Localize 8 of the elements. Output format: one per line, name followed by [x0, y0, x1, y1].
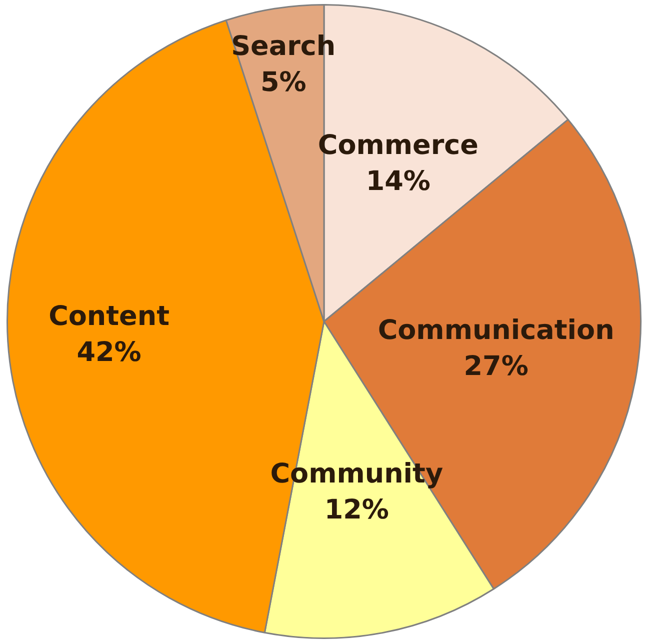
data-label: 27%: [464, 350, 528, 382]
data-label: 14%: [366, 166, 430, 197]
slice-label: Search: [231, 30, 336, 62]
slice-label: Content: [48, 301, 170, 332]
data-label: 12%: [324, 494, 389, 526]
slice-label: Communication: [378, 314, 614, 346]
data-label: 5%: [260, 66, 306, 98]
data-label: 42%: [76, 337, 142, 368]
